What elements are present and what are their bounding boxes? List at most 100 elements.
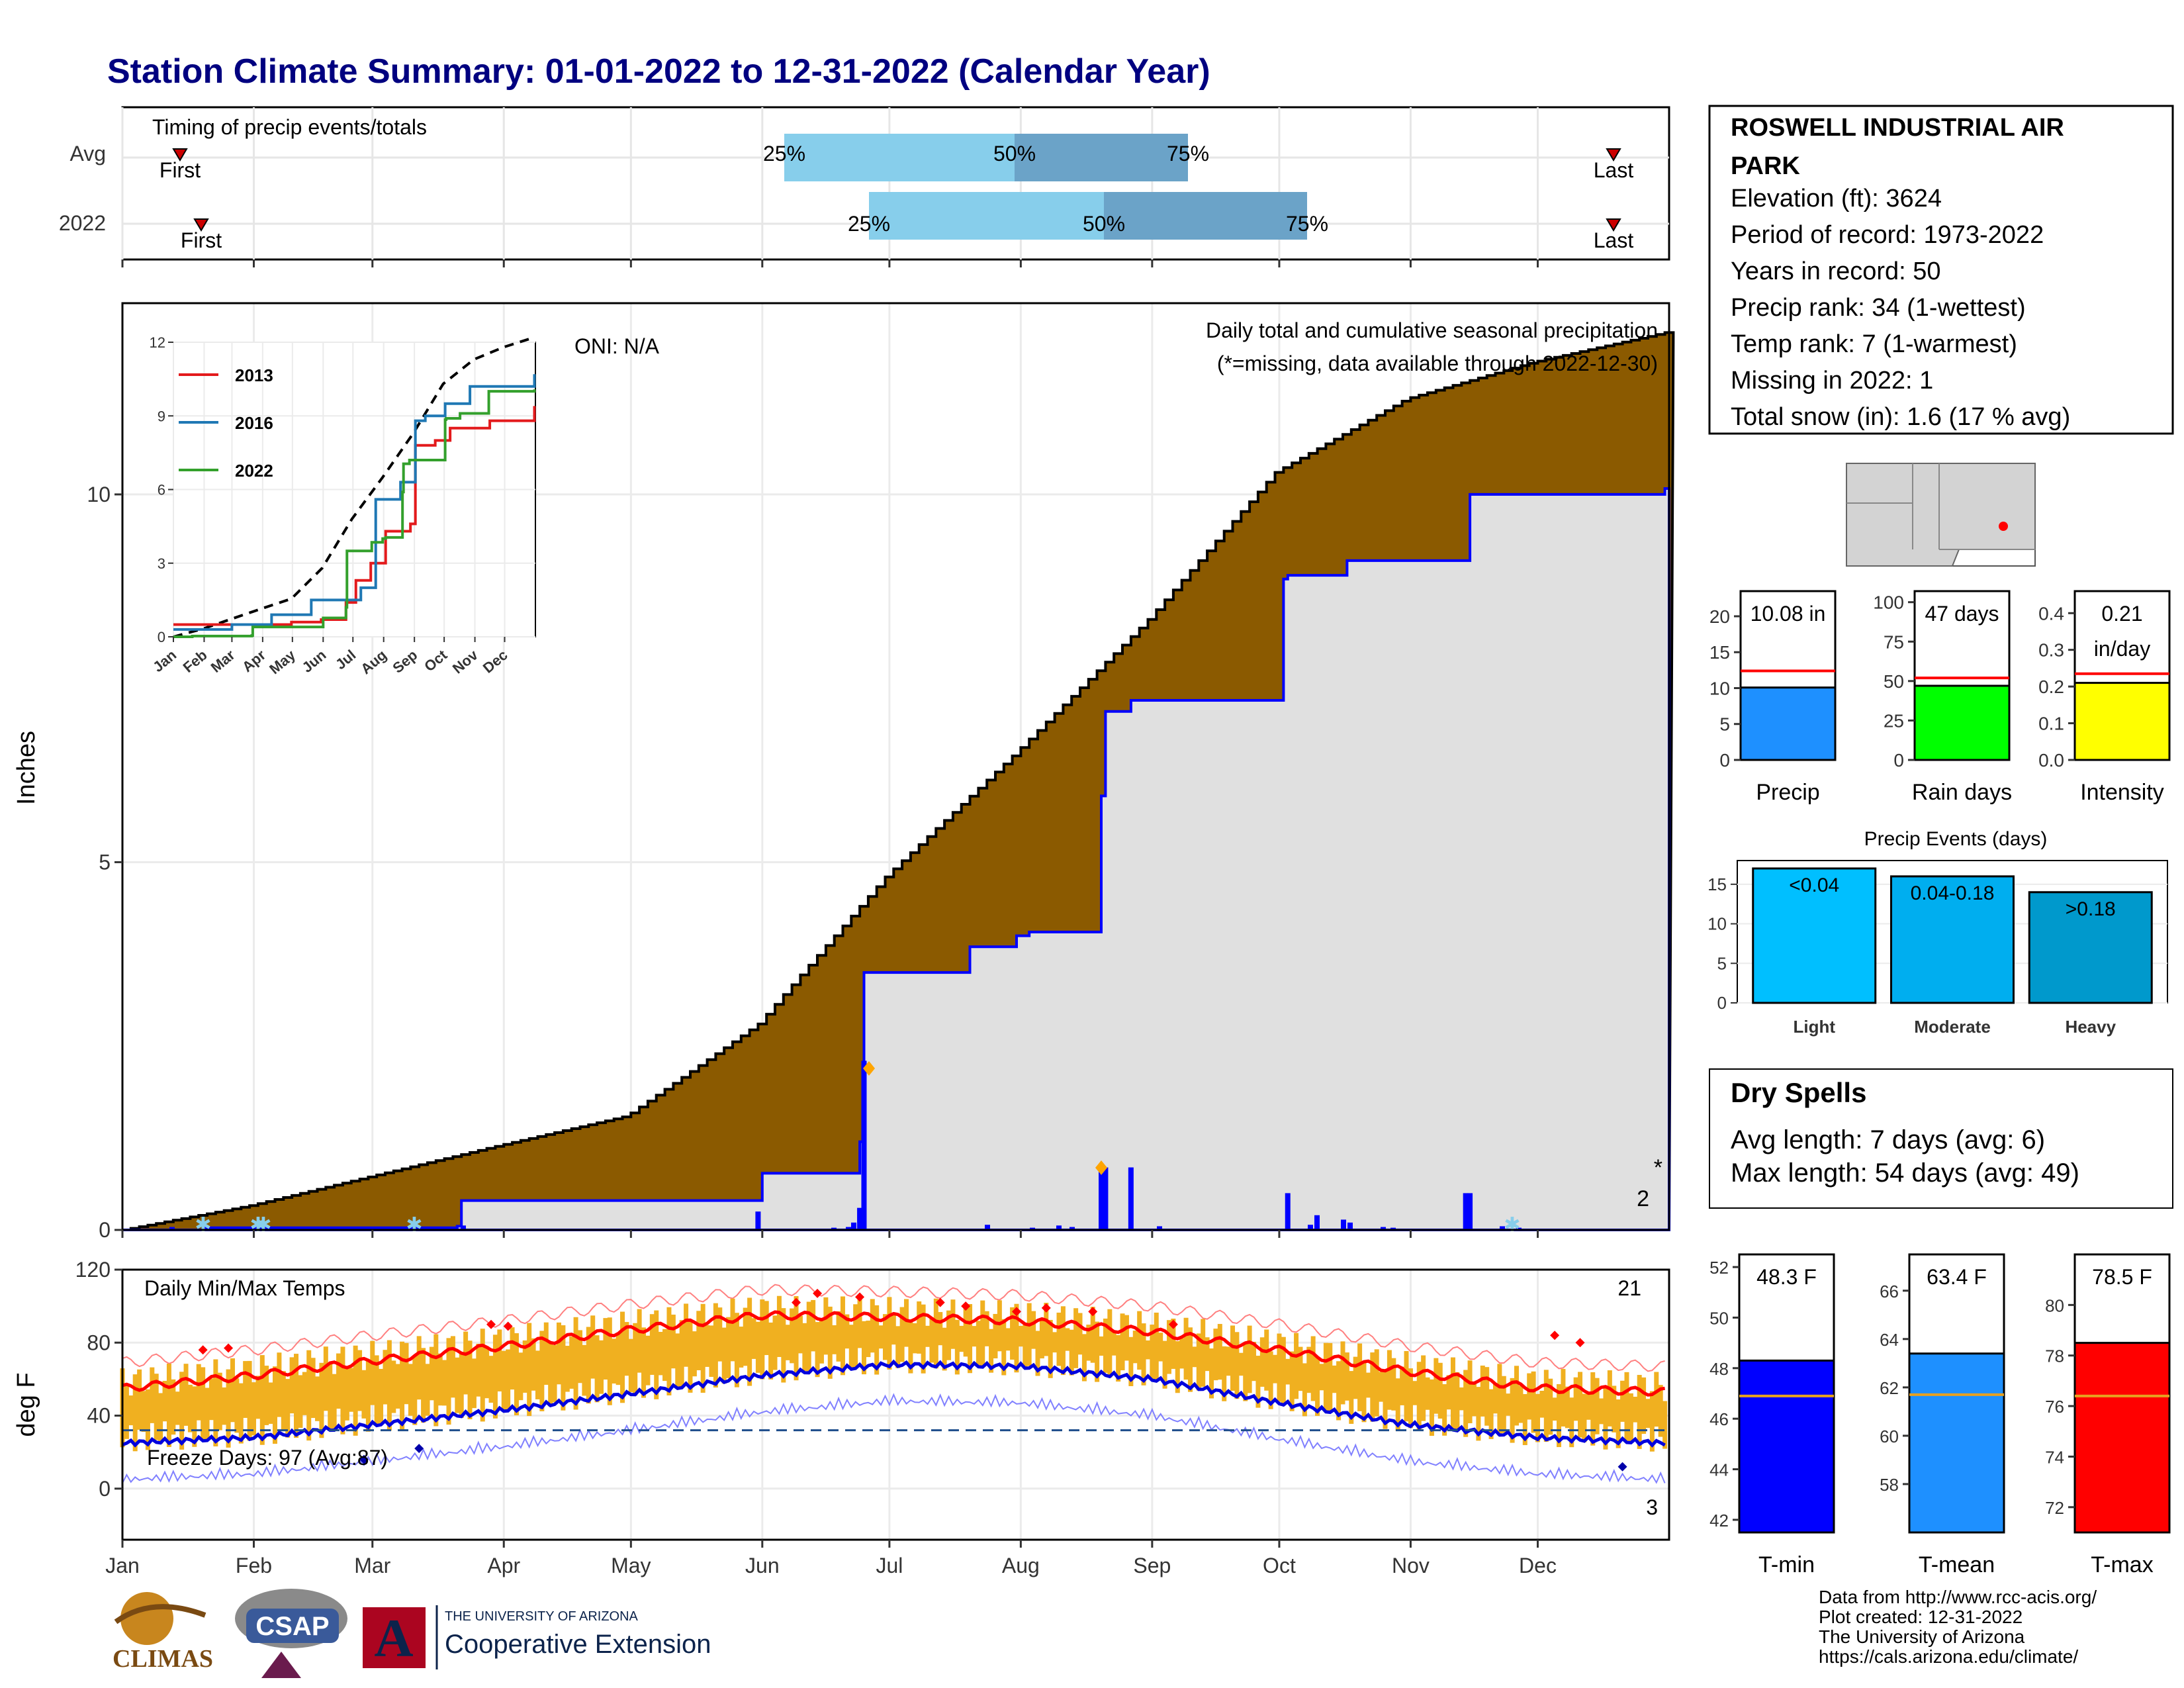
temp-range-bar	[705, 1325, 710, 1367]
cumulative-2022-area	[122, 487, 1670, 1231]
station-snow: Total snow (in): 1.6 (17 % avg)	[1731, 403, 2070, 431]
intensity-panel-tick-label: 0.0	[2038, 750, 2064, 771]
inset-y-tick-label: 3	[158, 555, 165, 572]
temp-range-bar	[1557, 1384, 1562, 1448]
intensity-panel-value: 0.21	[2101, 602, 2142, 626]
t-min-panel-tick-label: 46	[1709, 1409, 1729, 1429]
temp-range-bar	[840, 1296, 845, 1376]
climas-logo: CLIMAS	[113, 1592, 213, 1673]
intensity-panel-label: Intensity	[2080, 780, 2164, 805]
daily-precip-bar	[1314, 1215, 1320, 1230]
temp-range-bar	[679, 1320, 684, 1387]
temp-range-bar	[1247, 1325, 1252, 1393]
temp-range-bar	[624, 1322, 629, 1376]
temp-range-bar	[201, 1367, 206, 1441]
csap-mountain-icon	[261, 1652, 301, 1678]
temp-range-bar	[412, 1356, 418, 1425]
temp-range-bar	[1328, 1342, 1333, 1411]
temp-range-bar	[785, 1325, 790, 1360]
temp-range-bar	[154, 1374, 159, 1440]
intensity-panel: 0.0 0.1 0.2 0.3 0.4 0.21 in/day Intensity	[2038, 590, 2171, 805]
temp-range-bar	[150, 1367, 155, 1423]
daily-precip-bar	[1467, 1193, 1473, 1230]
temp-x-tick-label: May	[611, 1554, 651, 1577]
temp-range-bar	[437, 1353, 443, 1406]
t-mean-panel-tick-label: 58	[1880, 1475, 1899, 1495]
record-high-marker	[1041, 1303, 1051, 1313]
temp-range-bar	[1654, 1372, 1659, 1427]
temp-range-bar	[1501, 1376, 1506, 1433]
precip-total-panel-tick-label: 15	[1709, 642, 1730, 663]
temp-range-bar	[866, 1321, 871, 1358]
temp-range-bar	[823, 1297, 829, 1355]
station-elevation: Elevation (ft): 3624	[1731, 185, 1942, 212]
daily-precip-bar	[169, 1227, 175, 1230]
temp-range-bar	[1073, 1308, 1079, 1368]
temp-range-bar	[162, 1380, 167, 1422]
temp-range-bar	[353, 1345, 358, 1436]
temp-range-bar	[586, 1327, 591, 1404]
events-bar-light	[1752, 867, 1877, 1004]
t-max-panel-label: T-max	[2091, 1552, 2153, 1577]
temp-range-bar	[649, 1314, 655, 1375]
temp-range-bar	[870, 1299, 875, 1353]
temp-range-bar	[713, 1303, 718, 1388]
missing-count: 2	[1637, 1186, 1649, 1211]
t-max-panel-tick-label: 80	[2045, 1295, 2064, 1315]
temp-range-bar	[336, 1353, 341, 1409]
temp-range-bar	[1467, 1360, 1473, 1424]
temp-range-bar	[1005, 1328, 1011, 1351]
t-min-panel-label: T-min	[1758, 1552, 1815, 1577]
temp-range-bar	[1222, 1346, 1227, 1401]
temp-range-bar	[1052, 1332, 1058, 1353]
temp-range-bar	[1437, 1362, 1443, 1419]
intensity-panel-bar	[2073, 682, 2171, 761]
precip-y-tick-label: 10	[87, 483, 111, 506]
temp-range-bar	[887, 1297, 892, 1370]
events-title: Precip Events (days)	[1864, 828, 2048, 850]
temp-range-bar	[1450, 1357, 1455, 1429]
temp-x-tick-label: Feb	[236, 1554, 272, 1577]
t-mean-panel-tick-label: 62	[1880, 1378, 1899, 1398]
temp-range-bar	[1014, 1303, 1019, 1373]
temp-x-tick-label: Apr	[487, 1554, 520, 1577]
timing-avg-last-marker	[1606, 148, 1621, 162]
t-min-panel-tick-label: 42	[1709, 1511, 1729, 1530]
temp-range-bar	[1471, 1382, 1477, 1417]
missing-asterisk: *	[1654, 1155, 1662, 1180]
temp-range-bar	[628, 1338, 633, 1393]
temp-range-bar	[1506, 1393, 1511, 1416]
temp-range-bar	[1400, 1366, 1405, 1405]
csap-logo-text: CSAP	[255, 1612, 329, 1641]
t-mean-panel-bar	[1908, 1352, 2005, 1534]
temp-range-bar	[768, 1322, 774, 1380]
intensity-panel-tick-label: 0.2	[2038, 677, 2064, 697]
record-low-marker	[1617, 1462, 1627, 1472]
events-y-tick-label: 10	[1707, 914, 1727, 934]
temp-range-bar	[1069, 1329, 1074, 1376]
timing-row-2022: 2022	[59, 211, 106, 235]
temp-range-bar	[637, 1309, 642, 1373]
temp-range-bar	[1154, 1312, 1159, 1381]
t-min-panel-bar	[1738, 1359, 1835, 1534]
temp-range-bar	[874, 1305, 880, 1375]
temp-range-bar	[878, 1325, 884, 1349]
temp-range-bar	[1243, 1342, 1248, 1401]
temp-range-bar	[857, 1299, 862, 1348]
temp-range-bar	[1196, 1333, 1201, 1391]
temp-stat-bars: 42 44 46 48 50 52 48.3 F T-min 58 60 62 64 66 63.4 F T…	[1709, 1253, 2171, 1577]
events-category-label: Moderate	[1914, 1017, 1991, 1037]
station-info-box: ROSWELL INDUSTRIAL AIR PARK Elevation (ft…	[1708, 105, 2174, 435]
temp-range-bar	[684, 1303, 689, 1367]
temp-range-bar	[1383, 1370, 1388, 1429]
temp-range-bar	[1649, 1391, 1655, 1452]
temp-range-bar	[238, 1383, 244, 1444]
temp-range-bar	[730, 1298, 735, 1362]
record-high-marker	[1575, 1338, 1585, 1348]
temp-range-bar	[374, 1355, 379, 1426]
climas-sun-icon	[120, 1592, 173, 1645]
temp-range-bar	[1599, 1398, 1604, 1425]
temp-range-bar	[565, 1346, 570, 1392]
events-bar-label: <0.04	[1789, 874, 1839, 896]
temp-range-bar	[226, 1369, 231, 1448]
